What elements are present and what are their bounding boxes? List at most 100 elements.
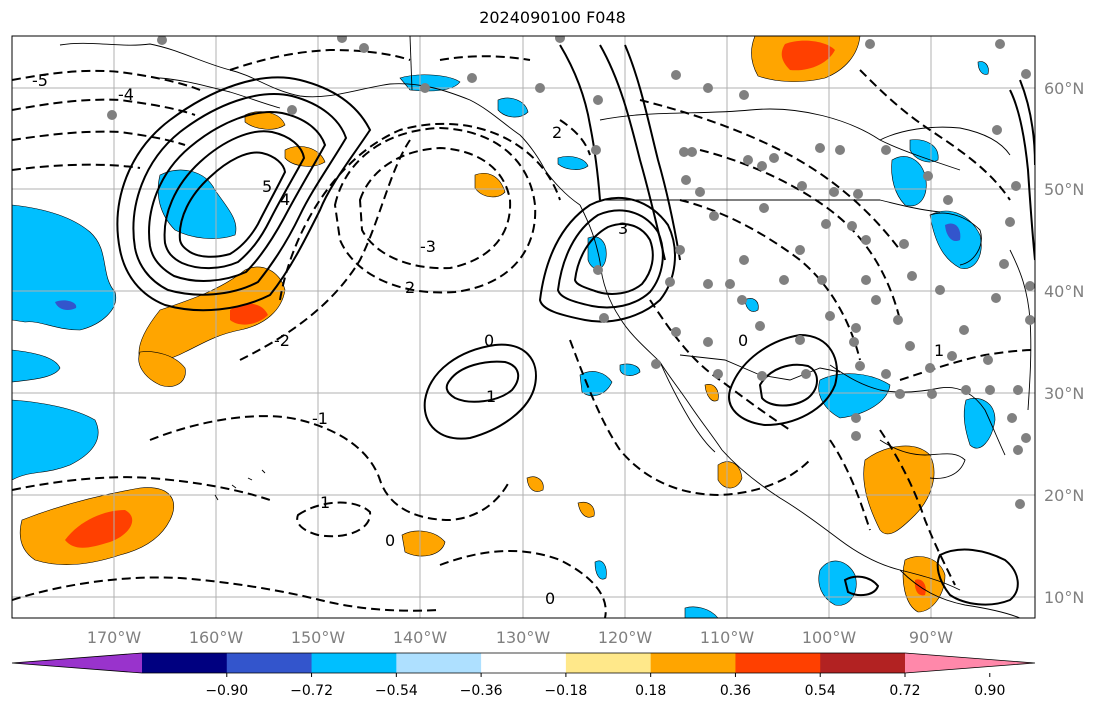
contour-line [573, 223, 654, 295]
colorbar-segment [142, 653, 228, 673]
contour-line [1009, 89, 1035, 261]
lat-label: 30°N [1044, 384, 1084, 403]
alaska-canada-border [409, 36, 413, 91]
strong-positive-anomaly [65, 510, 133, 548]
canada-interior [599, 108, 961, 171]
us-west-coast [579, 204, 723, 451]
contour-label: 2 [552, 123, 562, 142]
lat-label: 20°N [1044, 486, 1084, 505]
latitude-labels: 60°N 50°N 40°N 30°N 20°N 10°N [1044, 79, 1084, 607]
contour-line [556, 209, 664, 309]
contour-line [423, 343, 537, 440]
negative-anomaly-region [891, 156, 927, 207]
contour-line [279, 122, 561, 301]
contour-line [439, 549, 607, 618]
contour-line [333, 126, 537, 294]
contour-label: 2 [405, 278, 415, 297]
colorbar-segment [396, 653, 482, 673]
contour-line [445, 360, 520, 403]
colorbar-tick-label: −0.72 [290, 683, 333, 699]
lon-label: 140°W [393, 628, 448, 647]
contour-line [12, 576, 441, 612]
lat-label: 50°N [1044, 180, 1084, 199]
negative-anomaly-region [594, 560, 607, 580]
contour-label: 4 [280, 190, 290, 209]
positive-anomaly-region [401, 530, 446, 557]
coastlines [59, 36, 1032, 618]
contour-line [132, 93, 348, 296]
contour-label: 5 [262, 177, 272, 196]
strong-positive-anomaly [781, 40, 835, 71]
coastline-alaska [59, 42, 581, 206]
lon-label: 130°W [496, 628, 551, 647]
negative-anomaly-region [684, 606, 719, 618]
gulf-coast [829, 364, 1006, 456]
colorbar: −0.90 −0.72 −0.54 −0.36 −0.18 0.18 0.36 0.54 0.7… [11, 652, 1036, 699]
negative-anomaly-region [12, 204, 117, 331]
contour-label: 0 [484, 331, 494, 350]
yucatan [879, 439, 966, 479]
positive-anomaly-region [717, 461, 743, 489]
observation-markers [107, 36, 1035, 509]
contour-line [699, 149, 901, 321]
negative-anomaly-region [557, 156, 589, 170]
colorbar-segment [565, 653, 652, 673]
contour-label: 0 [545, 589, 555, 608]
contour-line [559, 44, 601, 201]
colorbar-tick-label: −0.54 [375, 683, 418, 699]
contour-line [639, 99, 901, 251]
contour-line [229, 48, 411, 71]
colorbar-tick-label: 0.72 [889, 683, 920, 699]
positive-contours [116, 44, 1035, 606]
colorbar-tick-label: 0.36 [720, 683, 751, 699]
contour-line [559, 119, 591, 156]
positive-anomaly-region [577, 501, 595, 518]
negative-anomaly-region [963, 398, 996, 449]
lat-label: 60°N [1044, 79, 1084, 98]
graticule [12, 36, 1035, 618]
lon-label: 160°W [189, 628, 244, 647]
negative-anomaly-region [497, 97, 529, 118]
contour-line [624, 44, 681, 261]
lon-label: 150°W [291, 628, 346, 647]
negative-anomaly-region [157, 169, 237, 239]
contour-line [12, 130, 186, 146]
contour-label: 0 [385, 531, 395, 550]
contour-line [599, 44, 666, 261]
baja-california [659, 361, 716, 453]
colorbar-extend-min [12, 653, 142, 673]
lat-label: 40°N [1044, 282, 1084, 301]
us-canada-border [600, 199, 941, 213]
contour-line [163, 130, 306, 270]
strong-negative-anomaly [945, 223, 961, 242]
negative-anomaly-region [977, 61, 989, 75]
contour-line [12, 98, 196, 116]
negative-anomaly-region [587, 236, 607, 270]
contour-label: 1 [486, 387, 496, 406]
coastline-aleutians [159, 77, 281, 109]
contour-line [859, 69, 1011, 201]
contour-line [178, 151, 287, 258]
lon-label: 90°W [909, 628, 953, 647]
contour-label: 0 [738, 331, 748, 350]
contour-line [296, 501, 372, 538]
colorbar-tick-label: −0.18 [544, 683, 587, 699]
colorbar-segment [820, 653, 906, 673]
contour-line [148, 111, 327, 282]
lon-label: 110°W [700, 628, 755, 647]
contour-line [936, 548, 1019, 606]
negative-anomaly-region [12, 349, 61, 383]
positive-anomaly-region [863, 445, 935, 535]
colorbar-tick-label: −0.90 [205, 683, 248, 699]
lat-label: 10°N [1044, 588, 1084, 607]
lon-label: 100°W [802, 628, 857, 647]
hudson-bay [879, 126, 1011, 156]
contour-label: 3 [618, 219, 628, 238]
contour-line [239, 139, 411, 361]
colorbar-extend-max [905, 653, 1035, 673]
colorbar-segment [650, 653, 736, 673]
contour-line [728, 333, 838, 427]
contour-line [538, 196, 676, 323]
contour-line [358, 146, 512, 270]
mexico-us-border [679, 354, 841, 381]
